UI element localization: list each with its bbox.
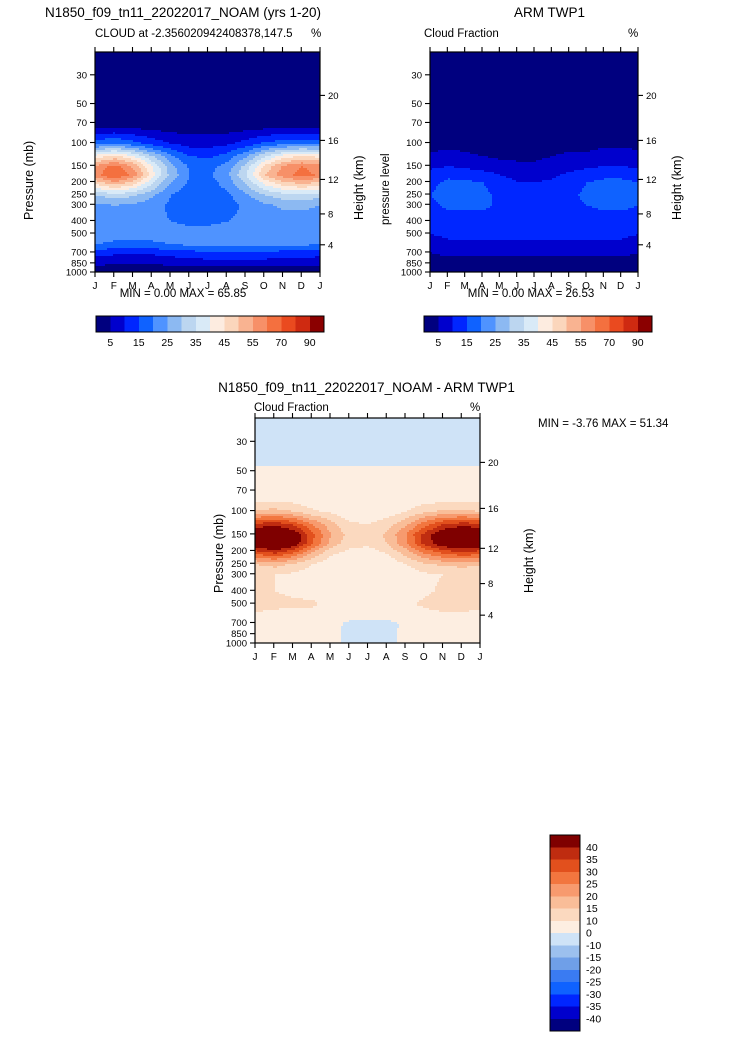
- panel-obs: ARM TWP1 Cloud Fraction % pressure level…: [366, 0, 733, 360]
- panel-obs-plot: 3050701001502002503004005007008501000481…: [366, 0, 733, 300]
- panel-difference-minmax: MIN = -3.76 MAX = 51.34: [538, 418, 668, 430]
- panel-model-plot: 3050701001502002503004005007008501000481…: [0, 0, 366, 300]
- panel-obs-minmax: MIN = 0.00 MAX = 26.53: [366, 288, 696, 300]
- panel-model-minmax: MIN = 0.00 MAX = 65.85: [0, 288, 366, 300]
- panel-difference: N1850_f09_tn11_22022017_NOAM - ARM TWP1 …: [0, 375, 733, 669]
- panel-model: N1850_f09_tn11_22022017_NOAM (yrs 1-20) …: [0, 0, 366, 360]
